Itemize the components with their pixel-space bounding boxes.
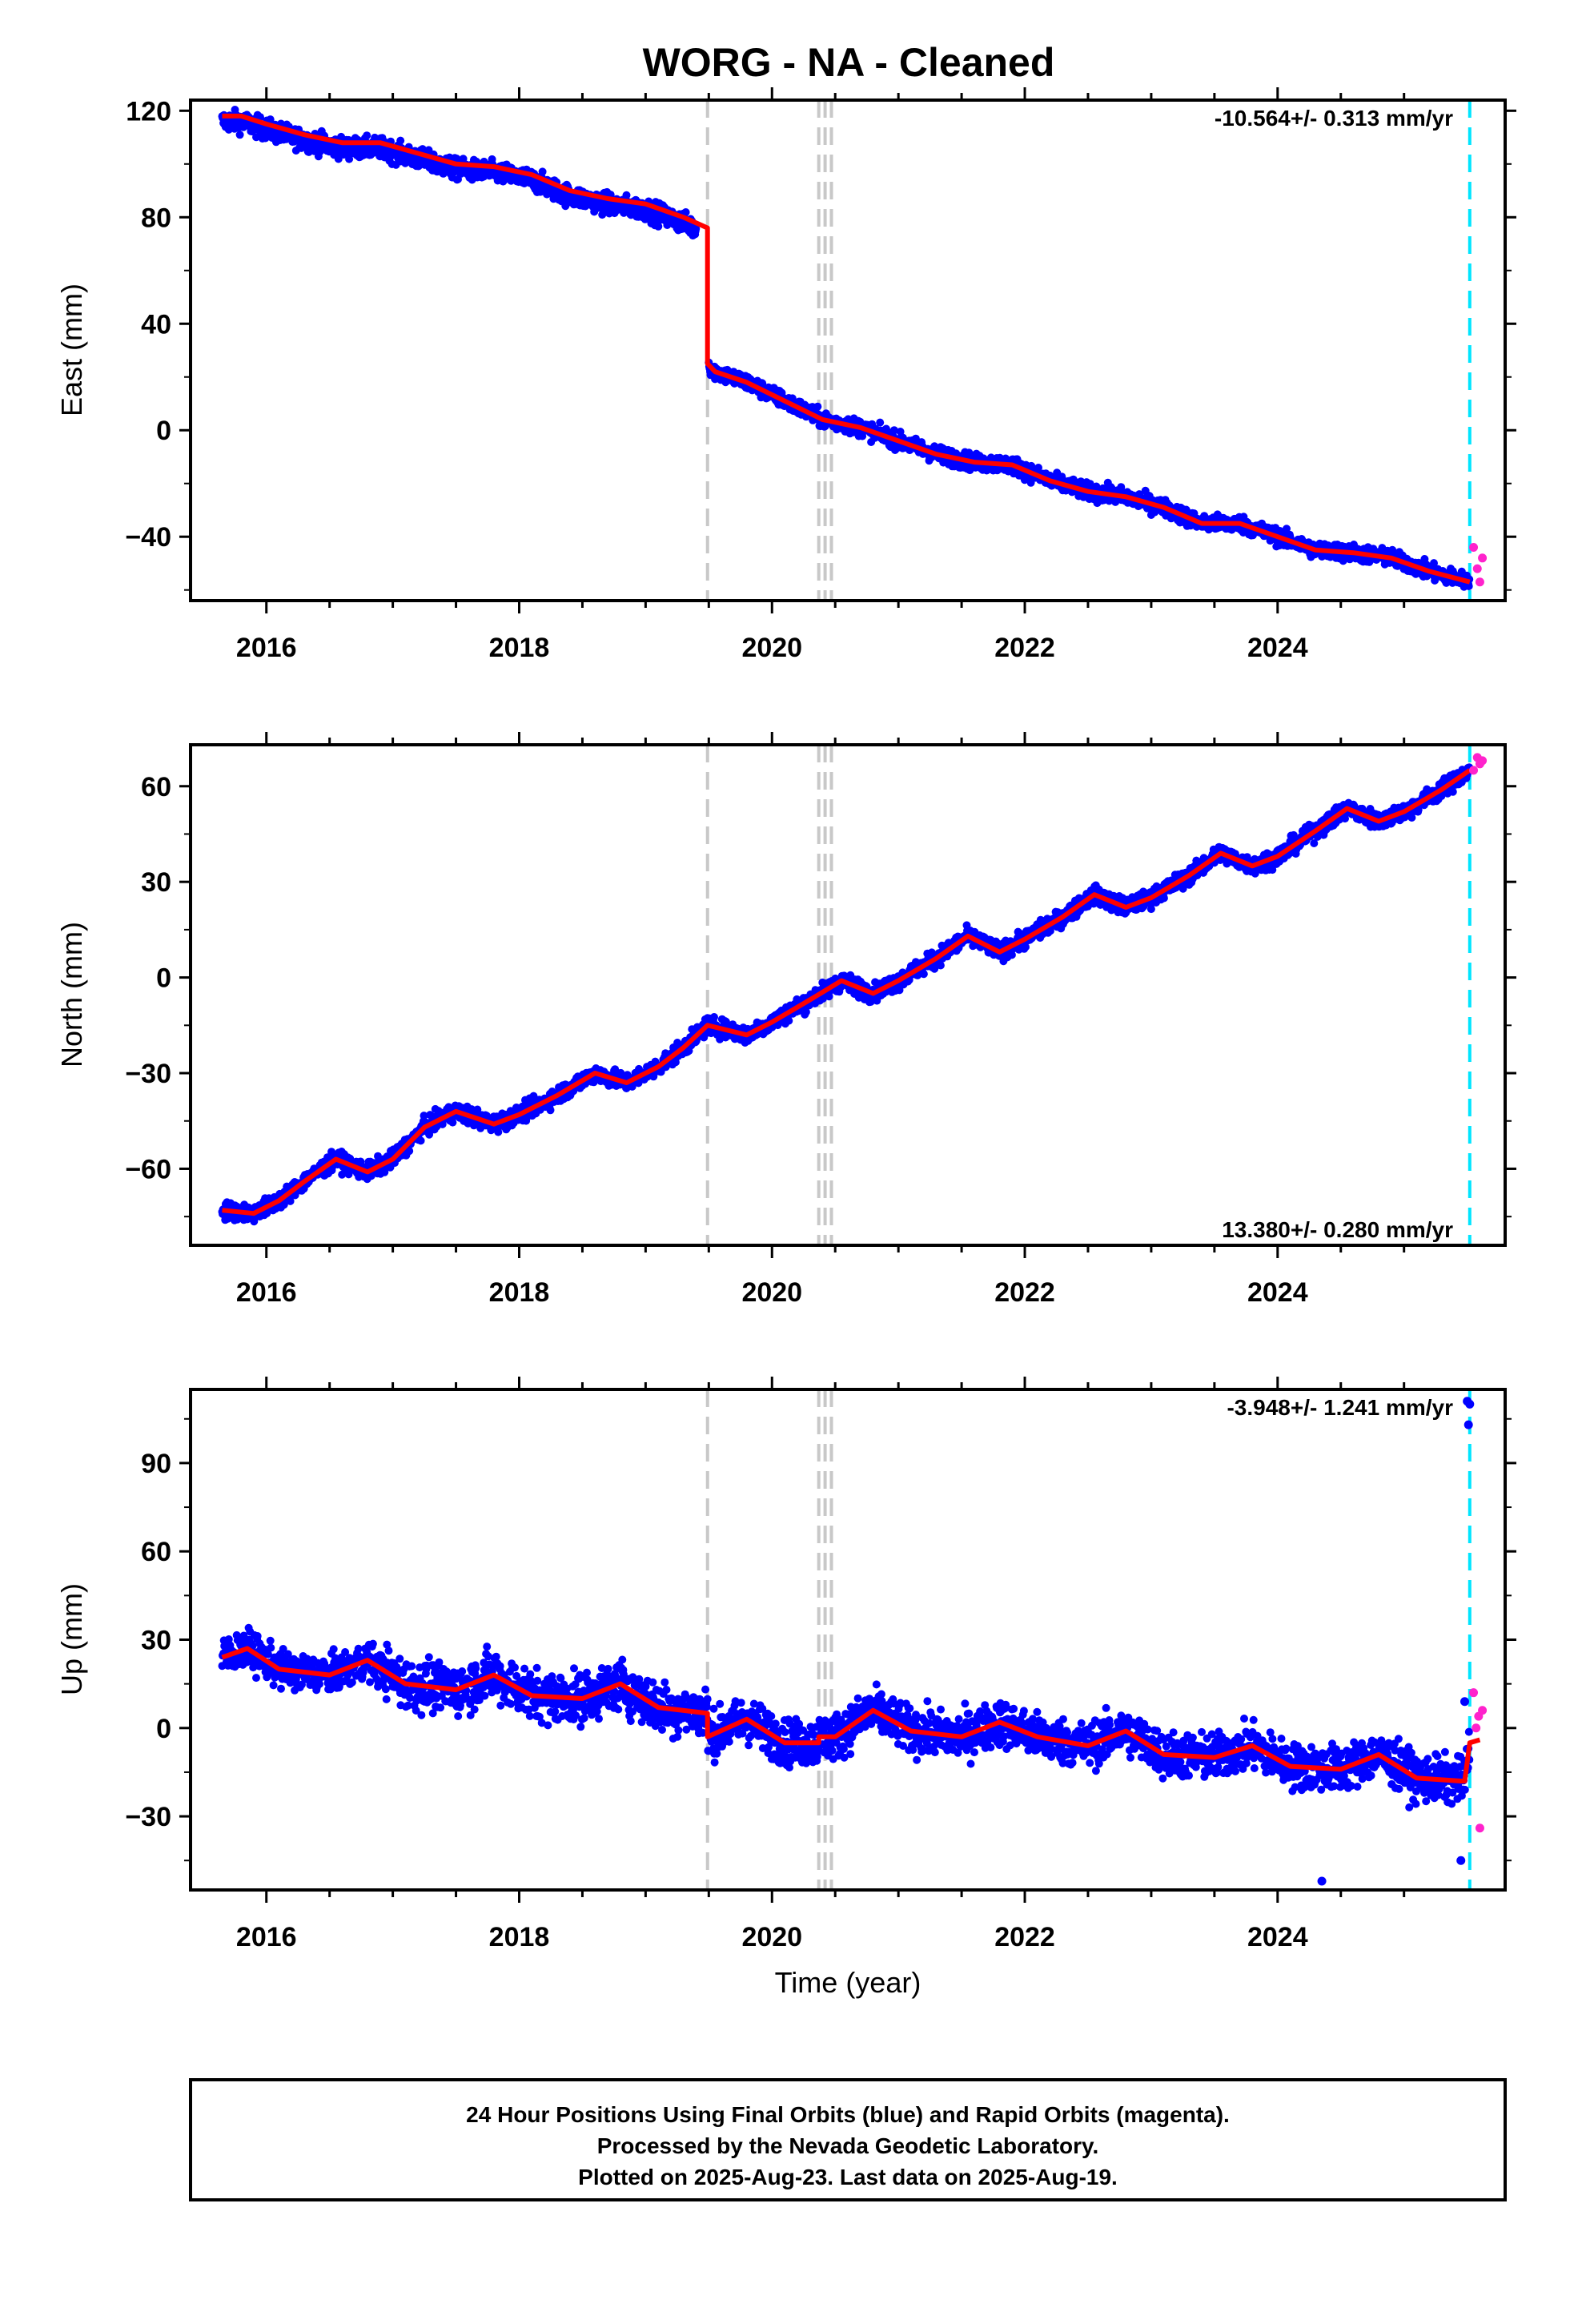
east-y-tick-label: 40	[141, 309, 171, 340]
east-rapid-point	[1475, 577, 1484, 587]
east-position-point	[363, 131, 371, 140]
east-y-tick-label: −40	[125, 522, 171, 553]
east-rapid-point	[1478, 553, 1488, 563]
east-y-tick-label: 120	[126, 96, 171, 127]
north-position-point	[416, 1136, 425, 1145]
chart-title: WORG - NA - Cleaned	[643, 40, 1055, 85]
east-position-point	[235, 131, 244, 139]
east-x-tick-label: 2020	[741, 633, 802, 663]
north-position-point	[546, 1106, 555, 1115]
east-x-tick-label: 2024	[1247, 633, 1308, 663]
east-position-point	[622, 191, 631, 199]
east-position-point	[681, 208, 690, 216]
north-position-point	[936, 961, 945, 970]
east-position-point	[813, 402, 822, 411]
east-x-tick-label: 2018	[489, 633, 550, 663]
east-position-point	[266, 115, 275, 124]
east-position-point	[876, 418, 885, 427]
east-position-point	[459, 155, 468, 163]
north-position-point	[710, 1013, 718, 1021]
east-position-point	[396, 136, 405, 145]
east-plot-frame	[189, 99, 1507, 602]
north-position-point	[919, 970, 928, 979]
east-y-tick-label: 80	[141, 203, 171, 233]
east-rate-label: -10.564+/- 0.313 mm/yr	[1215, 106, 1453, 131]
east-position-point	[654, 222, 663, 231]
east-rapid-point	[1469, 543, 1479, 553]
east-position-point	[692, 224, 701, 233]
east-position-point	[538, 167, 547, 176]
east-model-line	[222, 113, 1471, 585]
east-x-tick-label: 2022	[994, 633, 1055, 663]
east-rapid-point	[1472, 564, 1482, 573]
north-position-point	[1146, 905, 1155, 914]
east-x-tick-label: 2016	[236, 633, 297, 663]
east-y-tick-label: 0	[156, 416, 171, 446]
east-y-axis-label: East (mm)	[55, 283, 88, 416]
east-panel: 2016 2018 2020 2022 2024 120 80 40 0 −40 East (mm…	[55, 87, 1516, 663]
